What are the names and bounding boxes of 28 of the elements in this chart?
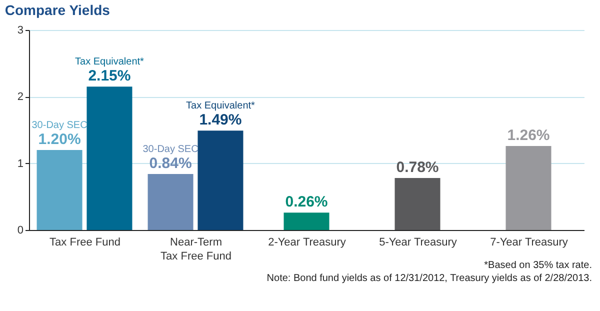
chart-title: Compare Yields	[4, 2, 110, 18]
text: Tax Equivalent*	[186, 100, 256, 112]
bar	[284, 212, 330, 230]
x-tick-label: Tax Free Fund	[50, 236, 120, 248]
data-label: 1.20%	[38, 131, 81, 148]
x-tick-label: 5-Year Treasury	[379, 236, 458, 248]
x-tick-label: 7-Year Treasury	[490, 236, 568, 248]
x-tick-label: Near-Term Tax Free Fund	[160, 236, 232, 262]
bar	[86, 86, 132, 230]
bar	[148, 174, 194, 230]
text: Note: Bond fund yields as of 12/31/2012, Treasury yields as of 2/28/2013.	[266, 272, 592, 285]
data-label: 0.78%	[396, 159, 439, 176]
bar	[198, 130, 244, 230]
y-tick-label: 0	[17, 224, 24, 236]
data-label: 1.49%	[199, 112, 242, 129]
bar	[36, 150, 82, 230]
bar	[394, 178, 440, 230]
x-tick-label: 2-Year Treasury	[268, 236, 346, 248]
data-label: 2.15%	[88, 68, 131, 85]
text: Tax Equivalent*	[75, 56, 144, 68]
data-label: 0.26%	[285, 194, 328, 211]
y-tick-label: 1	[17, 158, 24, 170]
bar	[506, 146, 552, 230]
data-label: 0.84%	[149, 155, 192, 172]
data-label: 1.26%	[507, 127, 550, 144]
y-tick-label: 2	[17, 91, 24, 104]
text: *Based on 35% tax rate.	[484, 260, 592, 271]
y-tick-label: 3	[17, 24, 24, 36]
